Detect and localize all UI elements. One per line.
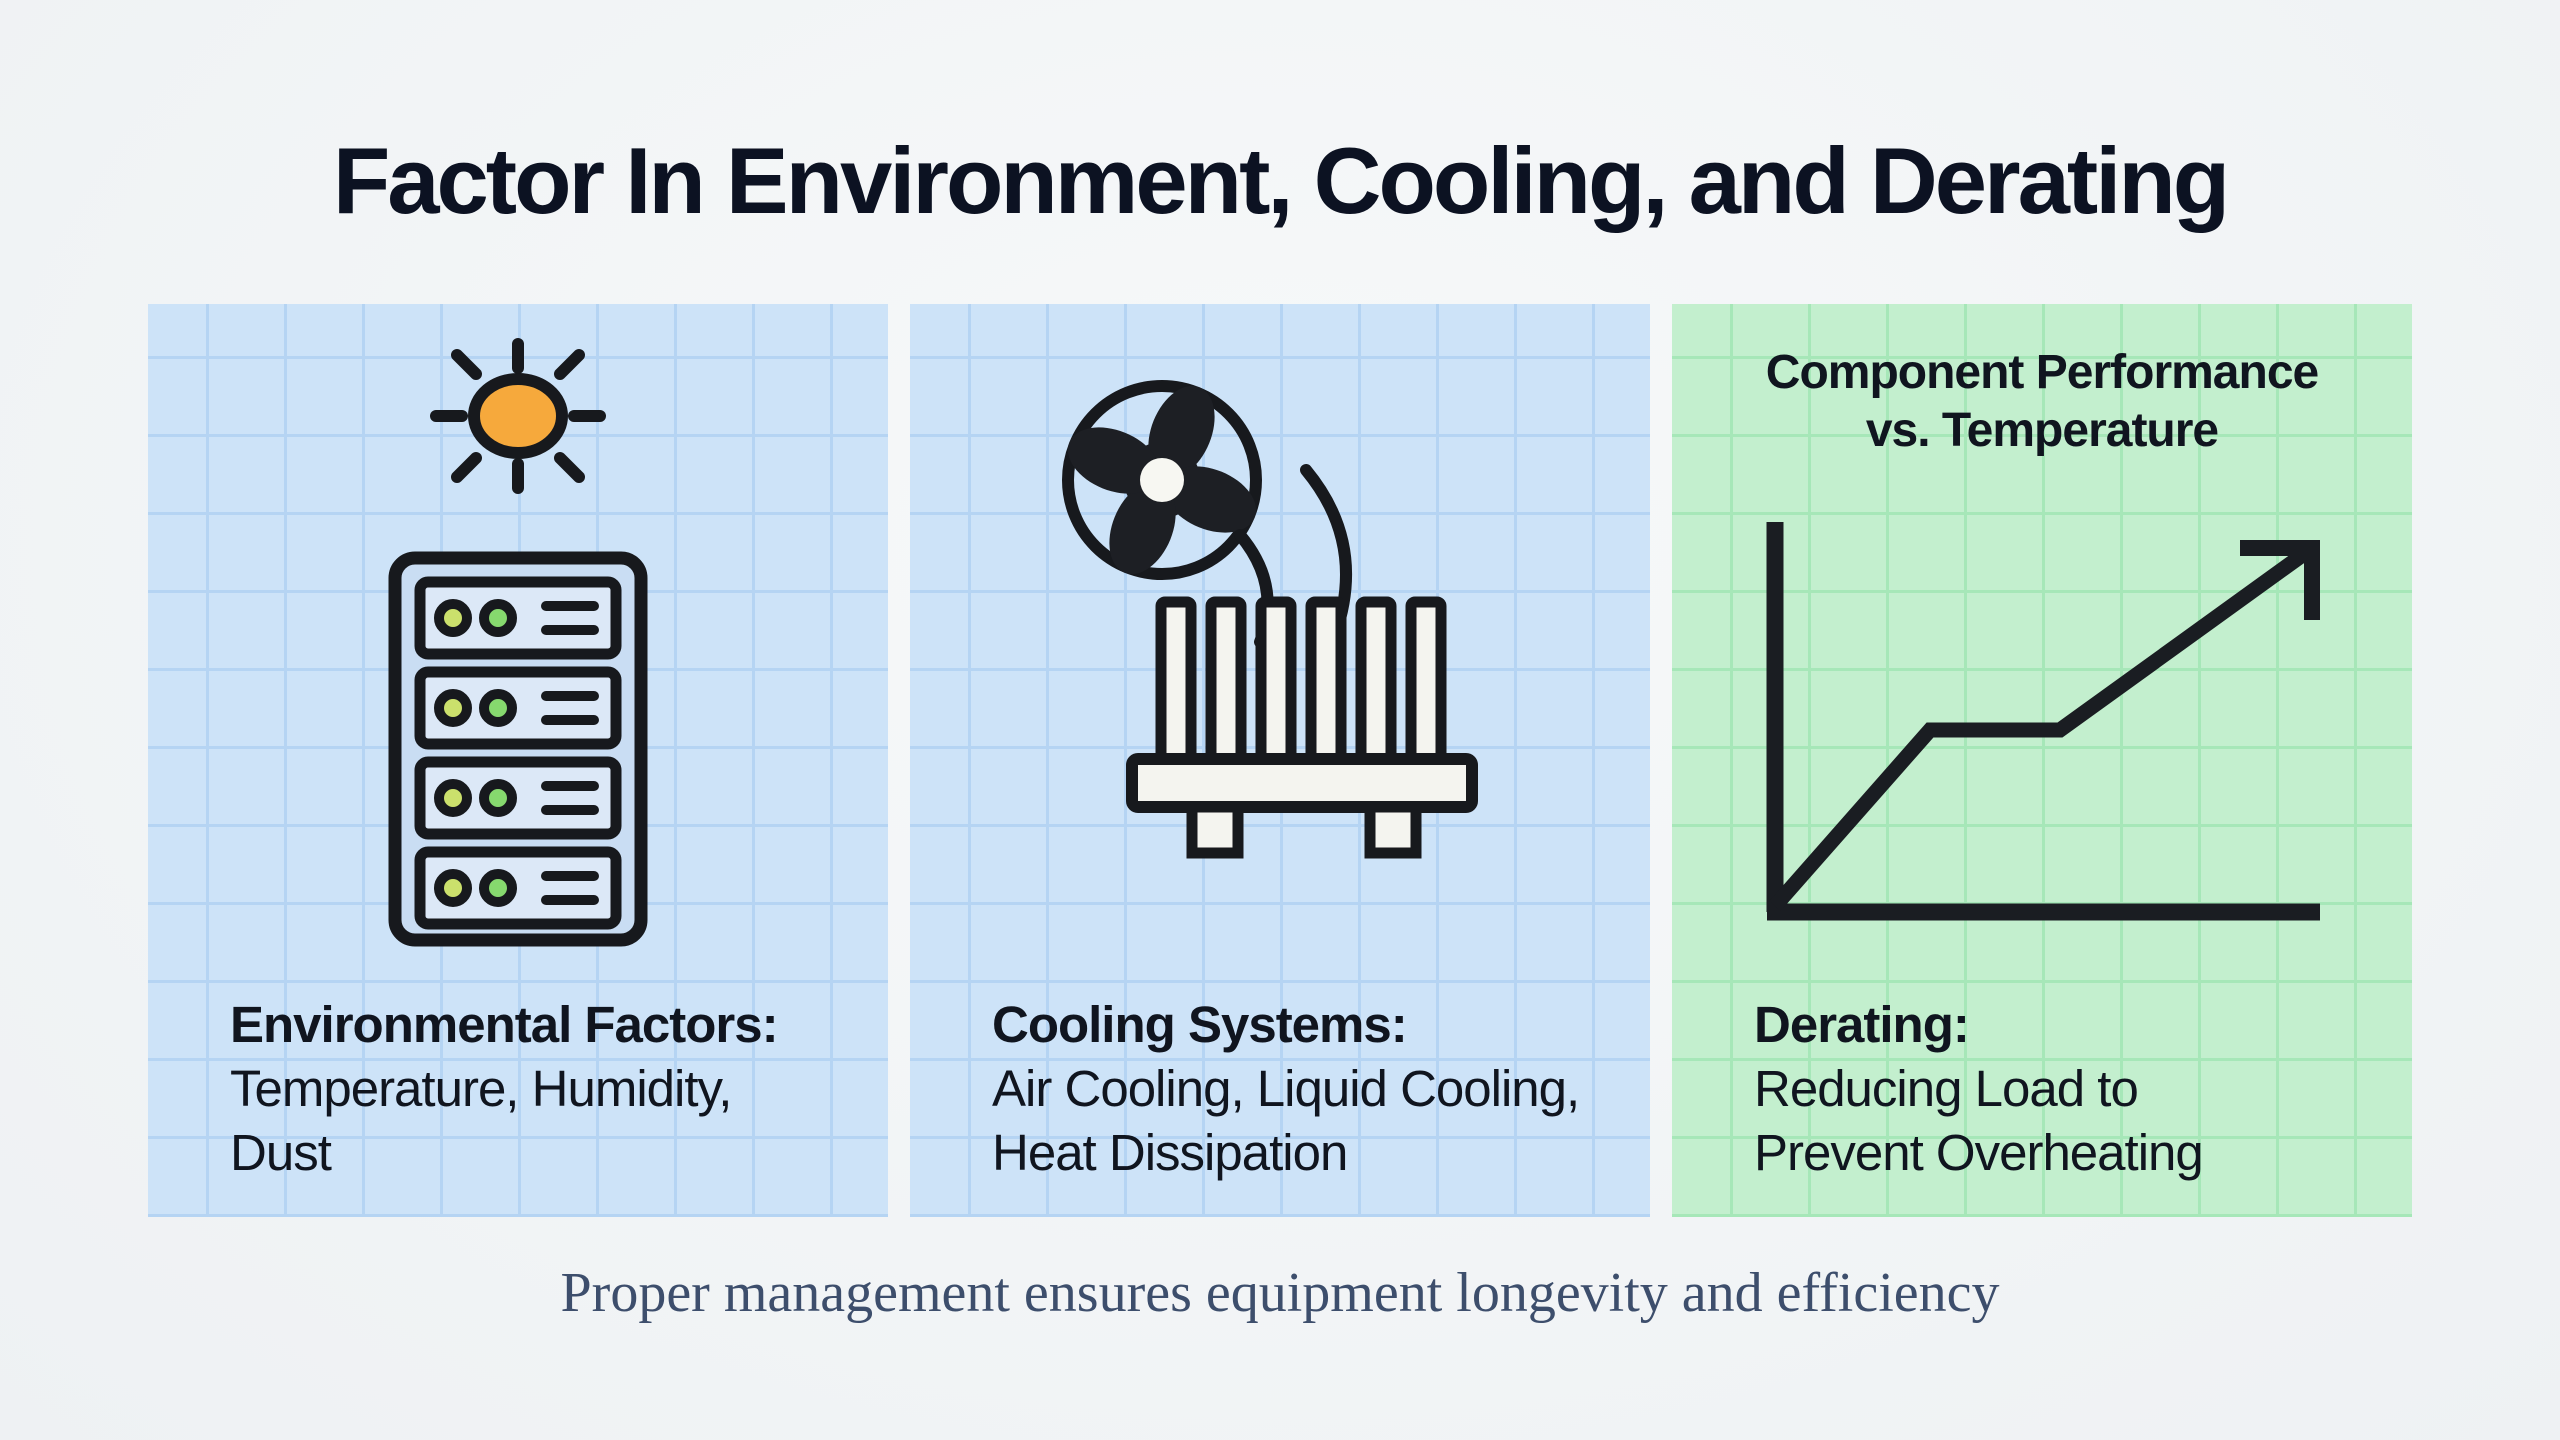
panel-body: Temperature, Humidity, Dust xyxy=(230,1060,732,1181)
panel-cooling-systems: Cooling Systems: Air Cooling, Liquid Coo… xyxy=(910,304,1650,1217)
page-title: Factor In Environment, Cooling, and Dera… xyxy=(332,128,2230,233)
derating-chart-zone xyxy=(1672,460,2412,993)
panels-row: Environmental Factors: Temperature, Humi… xyxy=(0,304,2560,1217)
server-rack-icon xyxy=(388,551,648,947)
panel-body: Air Cooling, Liquid Cooling, Heat Dissip… xyxy=(992,1060,1580,1181)
cooling-illustration xyxy=(1062,380,1478,859)
chart-axes xyxy=(1766,521,2320,920)
heatsink-icon xyxy=(1126,596,1478,859)
derating-text-block: Derating: Reducing Load to Prevent Overh… xyxy=(1672,993,2412,1217)
environmental-icon-zone xyxy=(148,304,888,993)
chart-line xyxy=(1769,539,2320,911)
server-row xyxy=(414,576,622,660)
panel-body: Reducing Load to Prevent Overheating xyxy=(1754,1060,2204,1181)
environment-illustration xyxy=(388,338,648,947)
panel-heading: Derating: xyxy=(1754,996,1970,1053)
chart-title: Component Performance vs. Temperature xyxy=(1765,346,2319,457)
panel-heading: Cooling Systems: xyxy=(992,996,1408,1053)
derating-chart xyxy=(1766,521,2320,920)
server-row xyxy=(414,846,622,930)
panel-derating: Component Performance vs. Temperature De… xyxy=(1672,304,2412,1217)
environmental-text-block: Environmental Factors: Temperature, Humi… xyxy=(148,993,888,1217)
footer-caption: Proper management ensures equipment long… xyxy=(560,1262,2000,1324)
cooling-icon-zone xyxy=(910,304,1650,993)
server-row xyxy=(414,756,622,840)
arrowhead-icon xyxy=(2240,539,2320,620)
panel-environmental-factors: Environmental Factors: Temperature, Humi… xyxy=(148,304,888,1217)
fan-icon xyxy=(1062,380,1262,580)
cooling-text-block: Cooling Systems: Air Cooling, Liquid Coo… xyxy=(910,993,1650,1217)
sun-icon xyxy=(430,338,606,494)
panel-heading: Environmental Factors: xyxy=(230,996,779,1053)
server-row xyxy=(414,666,622,750)
